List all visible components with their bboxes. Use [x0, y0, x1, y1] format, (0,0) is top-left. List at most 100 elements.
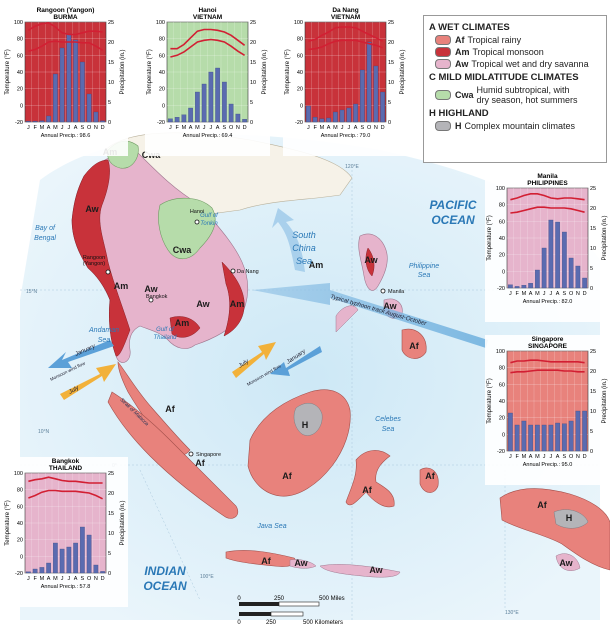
- precip-tick: 20: [590, 369, 596, 375]
- temp-max-line: [510, 193, 585, 201]
- month-tick: S: [81, 576, 85, 582]
- legend-group-text: MILD MIDLATITUDE CLIMATES: [435, 72, 579, 83]
- precip-bar: [181, 114, 187, 123]
- precip-bar: [26, 121, 31, 123]
- temp-tick: 20: [499, 253, 505, 259]
- monsoon-january-arrow-east: [270, 346, 322, 376]
- month-tick: J: [550, 291, 553, 297]
- climate-label-af: Af: [409, 341, 419, 351]
- legend-label: Complex mountain climates: [465, 121, 576, 131]
- temp-tick: 100: [496, 186, 505, 192]
- precip-tick: 15: [250, 60, 256, 66]
- precip-tick: 10: [250, 80, 256, 86]
- temp-min-line: [28, 489, 103, 500]
- precip-bar: [174, 117, 180, 123]
- temp-min-line: [510, 206, 585, 214]
- luzon-am: [365, 247, 375, 277]
- month-tick: J: [509, 454, 512, 460]
- month-tick: D: [101, 125, 105, 131]
- temp-axis-label: Temperature (°F): [5, 49, 11, 94]
- temp-tick: -20: [497, 286, 505, 292]
- water-label: Sea: [98, 337, 111, 344]
- month-tick: F: [515, 454, 519, 460]
- legend-swatch: [435, 59, 451, 69]
- precip-bar: [528, 424, 533, 452]
- climograph-city: Rangoon (Yangon): [37, 7, 95, 14]
- precip-bar: [568, 420, 574, 452]
- month-tick: M: [320, 125, 325, 131]
- borneo-highland: [293, 402, 323, 436]
- lat-label-10n: 10°N: [38, 429, 50, 435]
- precip-bar: [188, 107, 193, 123]
- climate-label-am: Am: [114, 281, 129, 291]
- annual-precip-label: Annual Precip.: 57.8: [41, 584, 91, 590]
- city-markers: Hanoi Rangoon(Yangon) Da Nang Bangkok Manila…: [83, 209, 405, 458]
- legend-swatch: [435, 35, 451, 45]
- precip-bar: [195, 91, 200, 123]
- temp-tick: 60: [17, 504, 23, 510]
- precip-bar: [86, 534, 92, 574]
- precip-bar: [326, 117, 331, 123]
- temp-tick: 100: [294, 20, 303, 26]
- city-label: Singapore: [196, 452, 221, 458]
- month-tick: F: [33, 125, 37, 131]
- temp-tick: 80: [499, 366, 505, 372]
- climograph-city: Da Nang: [332, 7, 358, 14]
- legend-group-title: H HIGHLAND: [429, 108, 601, 119]
- precip-tick: 20: [250, 40, 256, 46]
- month-tick: J: [307, 125, 310, 131]
- precip-tick: 5: [388, 100, 391, 106]
- precip-axis-label: Precipitation (in.): [400, 49, 406, 94]
- month-tick: D: [583, 291, 587, 297]
- climate-legend: A WET CLIMATES Af Tropical rainy Am Tropical…: [423, 15, 607, 163]
- month-tick: M: [535, 454, 540, 460]
- precip-tick: 10: [108, 80, 114, 86]
- temp-tick: 20: [499, 416, 505, 422]
- precip-tick: 15: [108, 511, 114, 517]
- water-label: Bay of: [35, 225, 56, 232]
- climograph-city: Hanoi: [198, 7, 216, 14]
- legend-label-line: Complex mountain climates: [464, 121, 576, 131]
- precip-bar: [26, 571, 31, 574]
- water-label: Bengal: [34, 235, 56, 242]
- legend-label-line: Tropical monsoon: [472, 47, 544, 57]
- precip-bar: [514, 286, 520, 289]
- precip-bar: [59, 548, 65, 574]
- city-label: Bangkok: [146, 294, 168, 300]
- temp-tick: 80: [297, 37, 303, 43]
- burma-am-coast: [71, 159, 131, 357]
- precip-bar: [514, 424, 520, 452]
- month-tick: A: [47, 576, 51, 582]
- legend-item-h: H Complex mountain climates: [435, 121, 601, 131]
- climograph-country: VIETNAM: [193, 14, 222, 21]
- climate-label-aw: Aw: [364, 255, 378, 265]
- precip-bar: [521, 420, 527, 452]
- cambodia-am-coast: [169, 316, 201, 338]
- month-tick: S: [81, 125, 85, 131]
- scale-miles-ticks: 0 250 500 Miles: [237, 596, 344, 602]
- scale-km-tick: 250: [266, 620, 277, 626]
- precip-axis-label: Precipitation (in.): [602, 215, 608, 260]
- month-tick: N: [576, 454, 580, 460]
- month-tick: F: [175, 125, 179, 131]
- precip-bar: [73, 542, 78, 574]
- lon-label-130e: 130°E: [505, 610, 519, 616]
- typhoon-track-arrow: [252, 283, 488, 348]
- month-tick: J: [509, 291, 512, 297]
- month-tick: N: [374, 125, 378, 131]
- water-label: Java Sea: [256, 523, 286, 530]
- lon-label-120e: 120°E: [345, 164, 359, 170]
- temp-tick: 100: [14, 20, 23, 26]
- precip-bar: [235, 113, 241, 123]
- month-tick: A: [216, 125, 220, 131]
- precip-bar: [86, 93, 92, 123]
- temp-min-line: [510, 369, 585, 374]
- legend-code: Af: [455, 35, 465, 45]
- monsoon-july-label-west: July: [67, 385, 81, 397]
- month-tick: J: [61, 125, 64, 131]
- precip-bar: [508, 412, 513, 452]
- city-label: Hanoi: [190, 209, 204, 215]
- legend-label-line: Tropical wet and dry savanna: [471, 59, 589, 69]
- precip-bar: [66, 546, 72, 574]
- temp-max-line: [510, 359, 585, 364]
